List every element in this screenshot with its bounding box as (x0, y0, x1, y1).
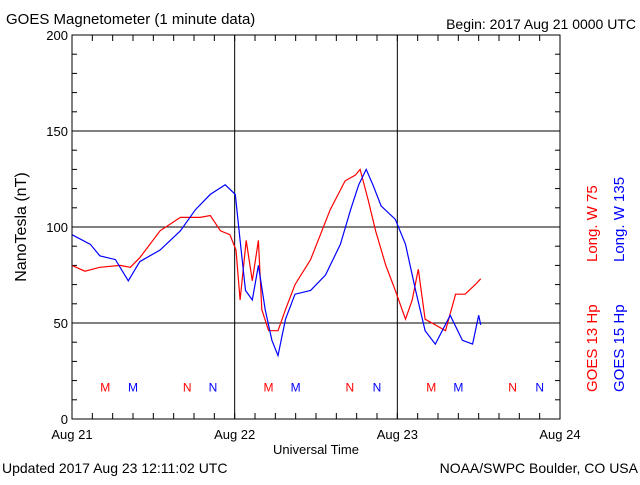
marker-m: M (426, 380, 436, 394)
marker-m: M (100, 380, 110, 394)
x-tick-label: Aug 22 (214, 427, 255, 442)
y-tick-label: 0 (61, 412, 68, 427)
marker-n: N (373, 380, 382, 394)
marker-m: M (264, 380, 274, 394)
y-tick-label: 50 (54, 316, 68, 331)
legend-satellite: GOES 13 Hp (584, 304, 601, 392)
legend-satellite: GOES 15 Hp (611, 304, 628, 392)
series-lines (71, 167, 482, 358)
marker-n: N (535, 380, 544, 394)
y-axis-label: NanoTesla (nT) (13, 172, 30, 281)
marker-n: N (183, 380, 192, 394)
x-tick-label: Aug 21 (51, 427, 92, 442)
marker-n: N (508, 380, 517, 394)
x-tick-label: Aug 23 (377, 427, 418, 442)
axis-ticks: 0 50 100 150 200 Aug 21 Aug 22 Aug 23 Aug 24 (46, 28, 580, 442)
plot-frame (71, 34, 561, 420)
grid (72, 35, 560, 419)
y-tick-label: 100 (46, 220, 68, 235)
marker-m: M (291, 380, 301, 394)
marker-m: M (128, 380, 138, 394)
legend-longitude: Long. W 135 (611, 177, 628, 262)
marker-m: M (453, 380, 463, 394)
footer-credit: NOAA/SWPC Boulder, CO USA (440, 460, 639, 476)
marker-n: N (209, 380, 218, 394)
chart-title: GOES Magnetometer (1 minute data) (6, 11, 255, 28)
legend: GOES 13 Hp Long. W 75 GOES 15 Hp Long. W 13… (584, 177, 628, 392)
y-tick-label: 150 (46, 124, 68, 139)
series-line-goes15 (71, 167, 482, 358)
y-tick-label: 200 (46, 28, 68, 43)
footer-updated: Updated 2017 Aug 23 12:11:02 UTC (2, 460, 227, 476)
x-axis-label: Universal Time (273, 442, 359, 457)
begin-label: Begin: 2017 Aug 21 0000 UTC (446, 16, 636, 32)
legend-longitude: Long. W 75 (584, 185, 601, 262)
x-tick-label: Aug 24 (539, 427, 580, 442)
marker-n: N (346, 380, 355, 394)
series-line-goes13 (71, 168, 482, 332)
